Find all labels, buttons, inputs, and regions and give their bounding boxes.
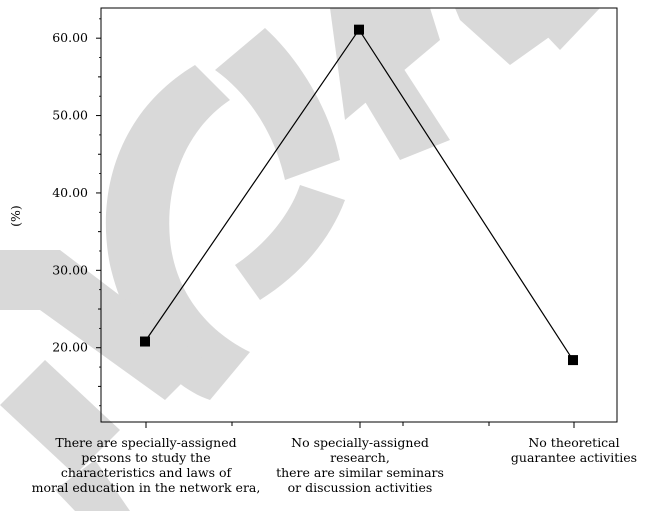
x-category-label-line: research, [330,450,390,465]
y-tick-label: 30.00 [52,262,88,277]
x-category-labels: There are specially-assigned persons to s… [32,435,637,495]
y-tick-label: 40.00 [52,185,88,200]
watermark-letter-d-shape [520,8,600,50]
plot-frame-border [100,7,618,423]
plot-frame [100,7,618,423]
y-tick-label: 20.00 [52,340,88,355]
watermark-letter-c-lower-shape [235,185,345,300]
x-category-label-line: there are similar seminars [276,465,444,480]
watermark-stroke-shape [0,360,120,475]
x-category-label-line: characteristics and laws of [61,465,233,480]
x-category-label-line: guarantee activities [511,450,637,465]
watermark-stroke-shape [0,250,205,400]
watermark-stroke-shape [55,460,130,511]
watermark-letter-t-stem-shape [340,40,450,160]
x-category-label-line: No theoretical [528,435,619,450]
data-point-marker [140,336,150,347]
data-point-marker [568,355,578,366]
x-category-label: No theoretical guarantee activities [511,435,637,465]
retracted-watermark [0,8,600,511]
x-category-label-line: moral education in the network era, [32,480,261,495]
x-category-label-line: There are specially-assigned [55,435,236,450]
x-category-label-line: or discussion activities [288,480,433,495]
x-category-label-line: persons to study the [81,450,210,465]
data-series [140,24,578,366]
y-tick-label: 50.00 [52,108,88,123]
y-tick-label: 60.00 [52,30,88,45]
data-point-marker [354,24,364,35]
y-axis-label: (%) [8,205,23,227]
x-category-label: There are specially-assigned persons to s… [32,435,261,495]
watermark-letter-c-top-shape [215,28,340,180]
x-category-label-line: No specially-assigned [291,435,429,450]
axis-ticks [96,18,575,428]
x-category-label: No specially-assigned research, there are … [276,435,444,495]
y-tick-labels: 20.00 30.00 40.00 50.00 60.00 [52,30,88,355]
